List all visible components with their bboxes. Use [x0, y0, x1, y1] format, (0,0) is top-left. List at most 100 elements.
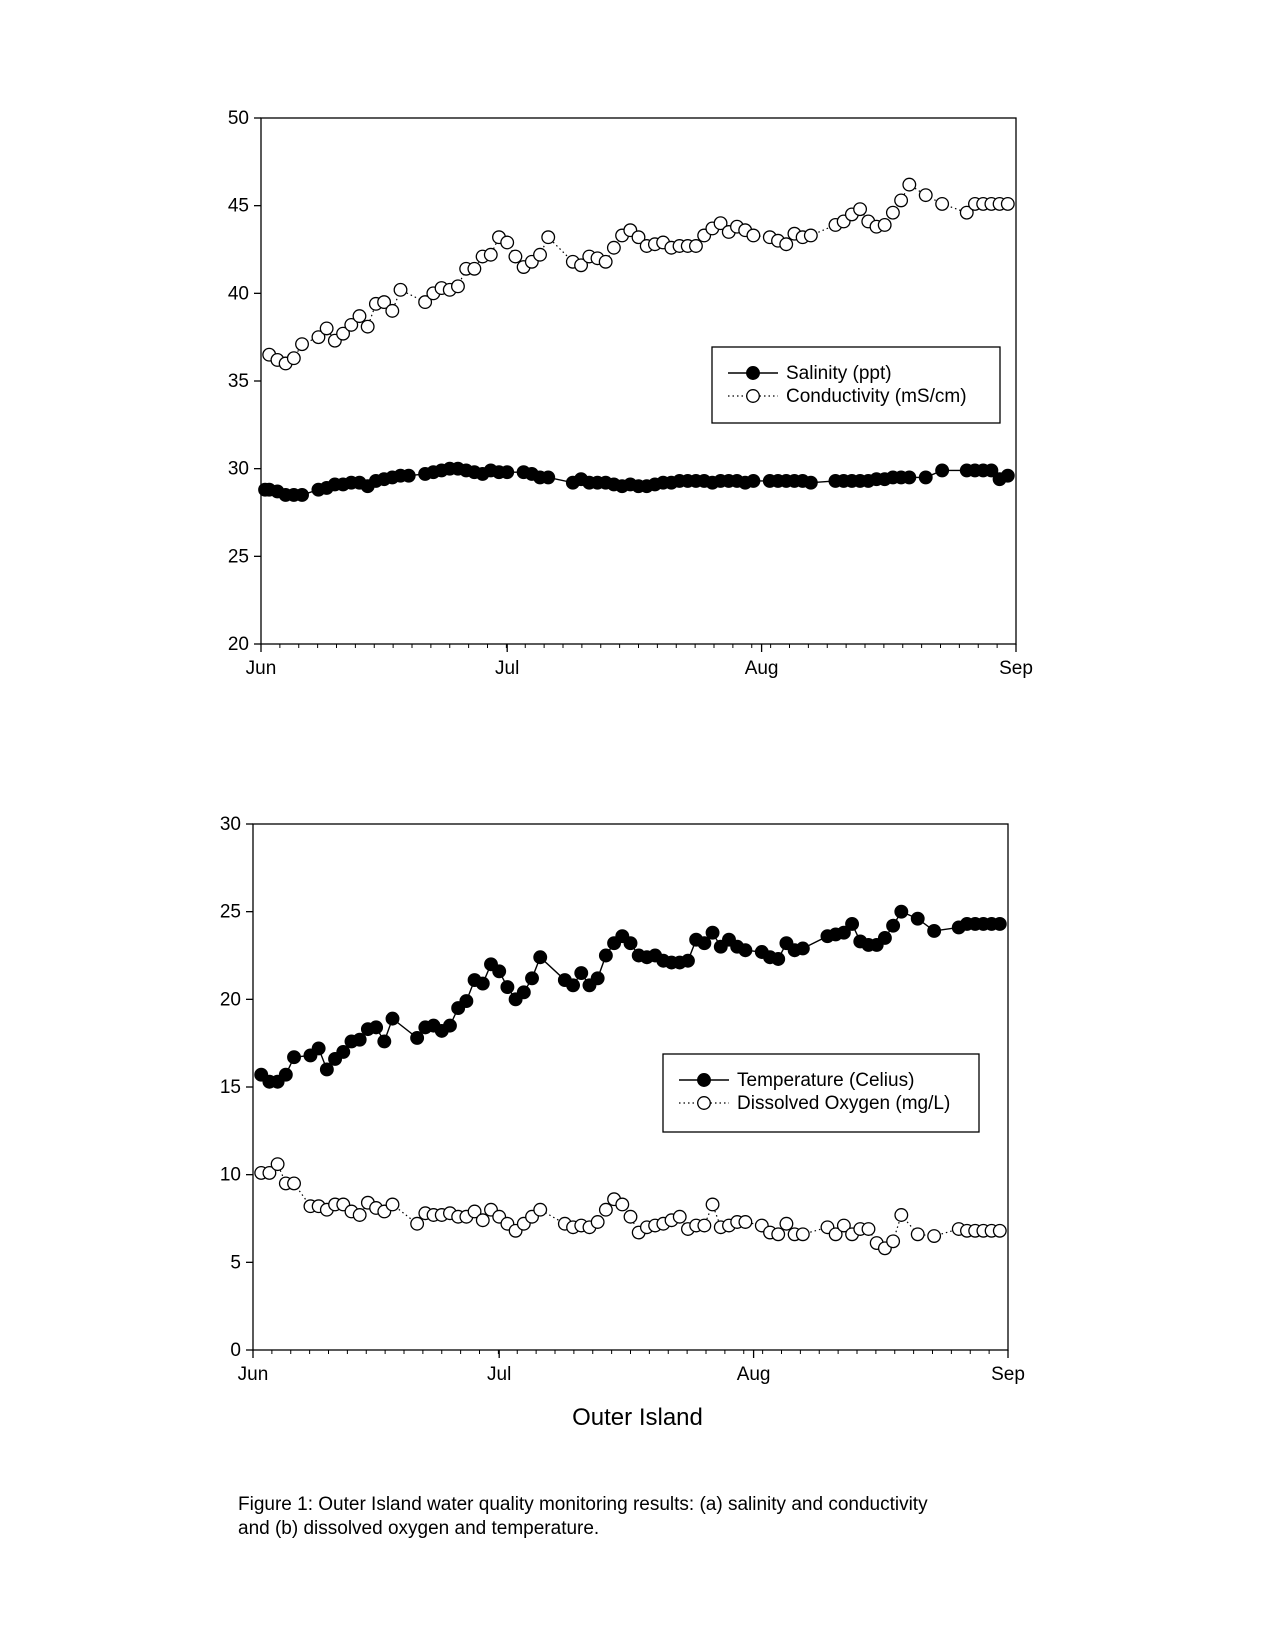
y-tick-label: 20	[228, 634, 249, 655]
x-tick-label: Aug	[745, 658, 779, 679]
data-point	[836, 925, 851, 940]
data-point	[574, 966, 589, 980]
legend-label: Conductivity (mS/cm)	[786, 386, 967, 407]
legend-box	[711, 346, 1001, 424]
data-point	[500, 465, 515, 480]
data-point	[508, 249, 523, 264]
data-point	[623, 936, 638, 951]
data-point	[319, 1062, 334, 1077]
data-point	[459, 994, 474, 1009]
data-point	[688, 239, 703, 253]
data-point	[910, 1227, 925, 1242]
data-point	[319, 321, 334, 336]
data-point	[959, 205, 974, 220]
data-point	[927, 924, 942, 938]
data-point	[385, 1197, 400, 1212]
data-point	[836, 1218, 851, 1233]
data-point	[377, 1034, 392, 1049]
data-point	[492, 964, 507, 979]
legend-label: Dissolved Oxygen (mg/L)	[737, 1093, 950, 1114]
data-point	[992, 1223, 1007, 1238]
legend-marker	[697, 1096, 711, 1110]
data-point	[886, 918, 901, 933]
data-point	[885, 205, 900, 220]
y-tick-label: 30	[228, 459, 249, 480]
data-point	[771, 952, 786, 966]
y-tick-label: 25	[228, 546, 249, 567]
data-point	[541, 230, 556, 245]
data-point	[910, 911, 925, 926]
data-point	[992, 916, 1007, 931]
x-tick-label: Jun	[246, 658, 277, 679]
x-tick-label: Jun	[238, 1364, 269, 1385]
data-point	[525, 971, 539, 986]
data-point	[927, 1229, 942, 1243]
data-point	[861, 1222, 876, 1236]
site-title: Outer Island	[572, 1404, 703, 1431]
data-point	[270, 1157, 285, 1172]
y-tick-label: 20	[220, 989, 241, 1010]
y-tick-label: 0	[230, 1340, 241, 1361]
data-point	[533, 950, 548, 965]
y-tick-label: 25	[220, 902, 241, 923]
data-point	[344, 317, 359, 332]
data-point	[705, 925, 720, 940]
legend-box	[662, 1053, 980, 1133]
data-point	[286, 351, 301, 366]
data-point	[918, 188, 933, 203]
data-point	[935, 463, 950, 478]
data-point	[738, 1215, 753, 1229]
data-point	[311, 1041, 326, 1056]
data-point	[516, 985, 531, 1000]
data-point	[598, 948, 613, 963]
legend-label: Temperature (Celius)	[737, 1070, 914, 1091]
chart-a-salinity-conductivity: 20 25 30 35 40 45 50 Jun Jul Aug Sep Salinity (ppt)…	[228, 108, 1033, 679]
figure-caption: Figure 1: Outer Island water quality mon…	[238, 1493, 1018, 1541]
x-tick-label: Sep	[999, 658, 1033, 679]
data-point	[697, 1218, 712, 1233]
data-point	[984, 463, 999, 478]
legend-marker	[697, 1073, 711, 1087]
data-point	[295, 337, 309, 352]
data-point	[598, 1202, 613, 1217]
data-point	[475, 976, 490, 991]
data-point	[336, 1044, 351, 1059]
legend-marker	[746, 389, 760, 403]
data-point	[377, 295, 392, 310]
data-point	[451, 279, 465, 294]
data-point	[385, 1011, 400, 1026]
data-point	[295, 488, 309, 502]
y-tick-label: 50	[228, 108, 249, 129]
data-point	[541, 470, 556, 485]
data-point	[352, 1032, 367, 1047]
data-point	[385, 303, 400, 318]
y-tick-label: 30	[220, 814, 241, 835]
x-tick-label: Sep	[991, 1364, 1025, 1385]
data-point	[828, 1227, 843, 1242]
data-point	[401, 468, 416, 483]
data-point	[779, 1216, 794, 1231]
data-point	[443, 1018, 457, 1033]
data-point	[606, 240, 621, 255]
data-point	[902, 177, 917, 192]
data-point	[705, 1197, 720, 1212]
caption-line-1: Figure 1: Outer Island water quality mon…	[238, 1494, 928, 1515]
data-point	[713, 216, 728, 231]
data-point	[278, 1067, 293, 1082]
caption-line-2: and (b) dissolved oxygen and temperature…	[238, 1518, 600, 1539]
data-point	[631, 230, 646, 245]
legend-marker	[746, 366, 760, 380]
data-point	[877, 931, 892, 945]
data-point	[410, 1030, 425, 1045]
data-point	[500, 235, 515, 250]
data-point	[902, 470, 917, 485]
data-point	[894, 193, 909, 208]
data-point	[1000, 196, 1015, 211]
data-point	[360, 319, 375, 334]
data-point	[697, 936, 712, 951]
data-point	[352, 309, 367, 324]
data-point	[598, 254, 613, 269]
data-point	[877, 218, 892, 232]
data-point	[894, 904, 909, 919]
data-point	[393, 282, 408, 297]
